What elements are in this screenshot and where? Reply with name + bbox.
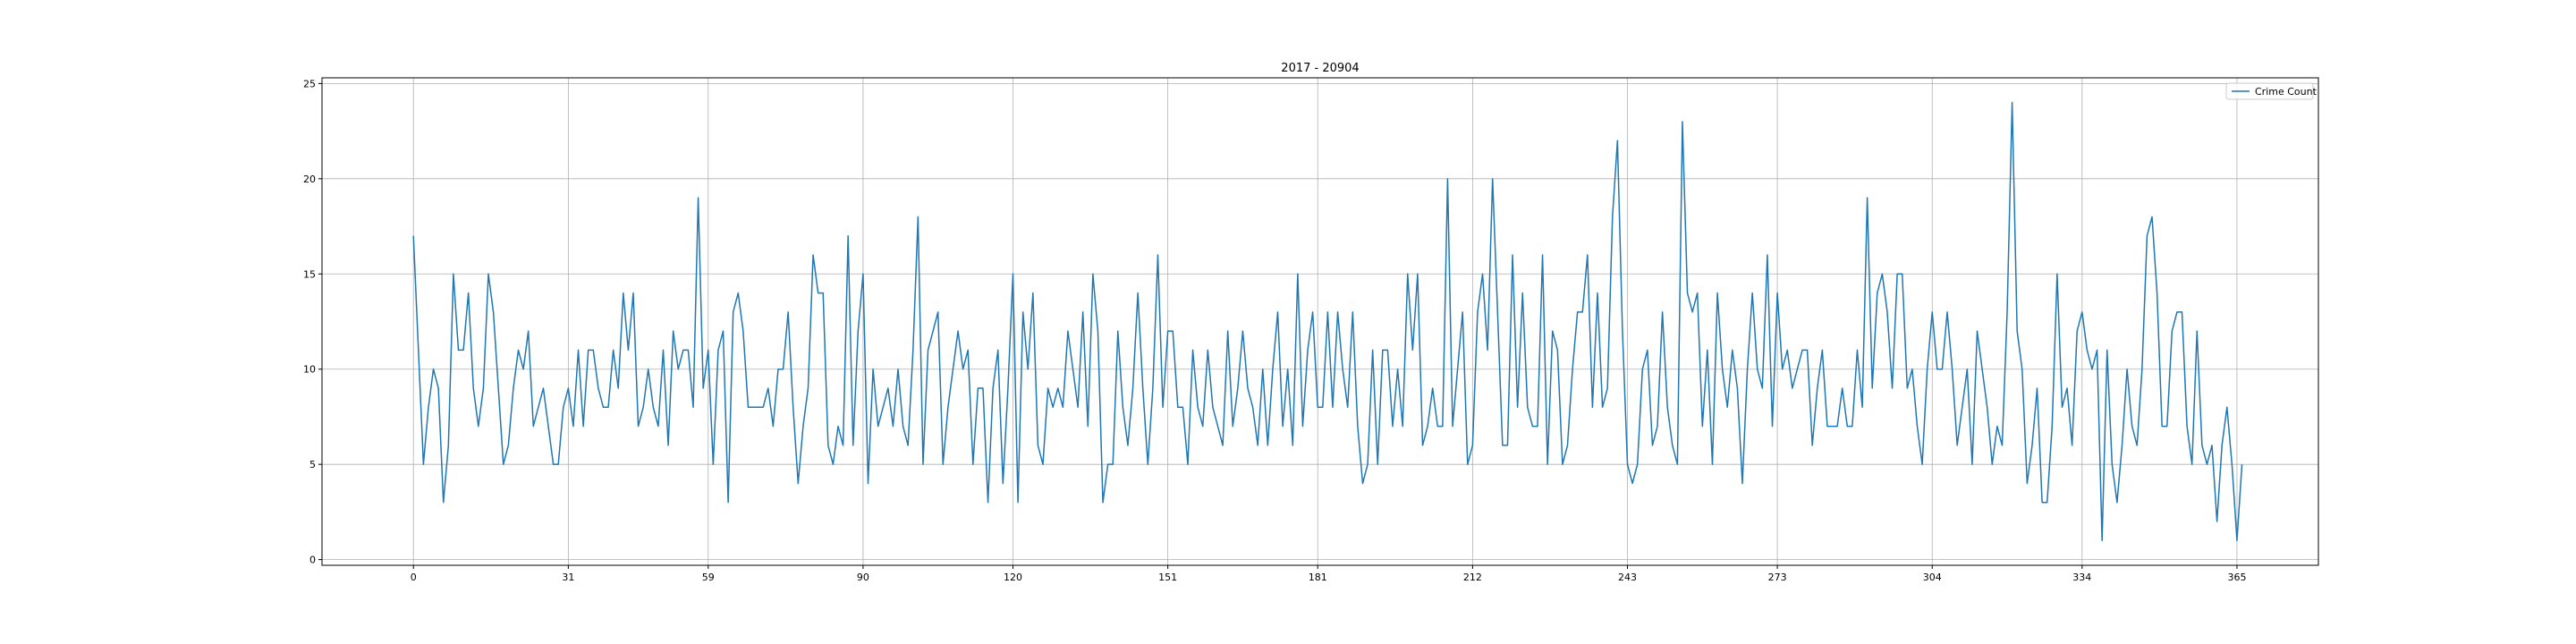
y-tick-label: 0: [309, 555, 316, 566]
series-layer: [412, 101, 2243, 542]
x-tick-label: 365: [2227, 572, 2246, 583]
x-tick-label: 181: [1309, 572, 1327, 583]
chart-title: 2017 - 20904: [1281, 62, 1359, 75]
legend-label: Crime Count: [2255, 86, 2318, 97]
grid-lines: [322, 78, 2318, 565]
x-tick-label: 90: [857, 572, 869, 583]
plot-area-frame: [321, 77, 2319, 566]
x-tick-label: 59: [702, 572, 715, 583]
x-tick-label: 0: [411, 572, 417, 583]
x-tick-label: 304: [1923, 572, 1942, 583]
x-tick-label: 243: [1618, 572, 1637, 583]
legend: Crime Count: [2225, 82, 2318, 100]
x-tick-label: 120: [1004, 572, 1022, 583]
x-tick-label: 31: [562, 572, 574, 583]
axis-ticks: 0 31 59 90 120 151 181 212 243 273 304 334 365 0 5 10 15…: [303, 78, 2246, 583]
legend-box: [2225, 82, 2314, 100]
x-tick-label: 334: [2072, 572, 2091, 583]
x-tick-label: 212: [1463, 572, 1482, 583]
y-tick-label: 15: [303, 268, 316, 280]
y-tick-label: 20: [303, 174, 316, 185]
x-tick-label: 273: [1768, 572, 1787, 583]
y-tick-label: 10: [303, 364, 316, 376]
y-tick-label: 25: [303, 78, 316, 89]
series-line-crime-count: [412, 101, 2243, 542]
x-tick-label: 151: [1158, 572, 1177, 583]
y-tick-label: 5: [309, 459, 316, 470]
